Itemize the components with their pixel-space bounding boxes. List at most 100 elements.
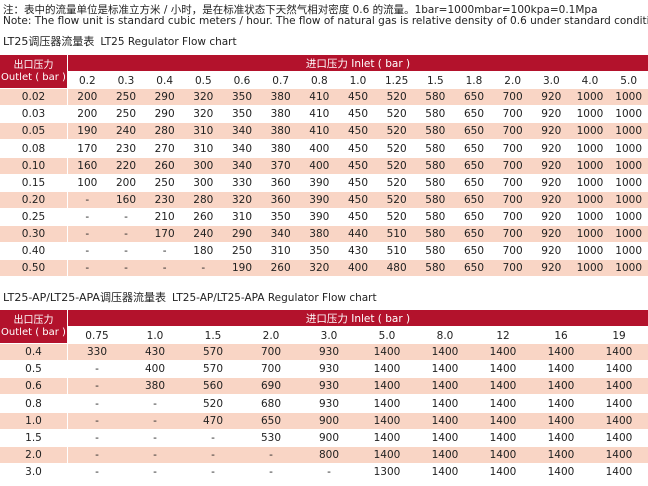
flow-value: -	[327, 465, 331, 478]
flow-value: 190	[77, 125, 98, 138]
row-bg	[68, 412, 648, 429]
flow-value: 580	[425, 142, 446, 155]
flow-value: 1300	[373, 465, 401, 478]
flow-value: 700	[502, 228, 523, 241]
flow-value: 520	[386, 125, 407, 138]
flow-value: 580	[425, 176, 446, 189]
inlet-value: 16	[554, 329, 568, 342]
flow-value: 920	[541, 142, 562, 155]
flow-value: 450	[347, 193, 368, 206]
flow-value: 310	[193, 125, 214, 138]
flow-value: 580	[425, 159, 446, 172]
flow-value: 170	[154, 228, 175, 241]
flow-value: 170	[77, 142, 98, 155]
inlet-value: 8.0	[436, 329, 454, 342]
inlet-value: 0.5	[194, 74, 212, 87]
flow-value: 1400	[431, 431, 459, 444]
outlet-value: 0.6	[0, 378, 67, 395]
flow-value: 160	[77, 159, 98, 172]
flow-value: 1400	[547, 380, 575, 393]
flow-value: 320	[309, 262, 330, 275]
flow-value: 1400	[547, 346, 575, 359]
flow-value: 1400	[431, 448, 459, 461]
flow-value: 190	[231, 262, 252, 275]
flow-value: 1000	[576, 193, 604, 206]
flow-value: 1000	[576, 108, 604, 121]
flow-value: 1400	[547, 431, 575, 444]
flow-value: 180	[193, 245, 214, 258]
flow-value: 430	[144, 346, 166, 359]
flow-value: -	[153, 397, 157, 410]
flow-value: 320	[231, 193, 252, 206]
flow-value: 440	[347, 228, 368, 241]
inlet-value: 19	[612, 329, 626, 342]
note-cn: 注：表中的流量单位是标准立方米 / 小时，是在标准状态下天然气相对密度 0.6 …	[3, 4, 598, 16]
flow-value: -	[95, 431, 99, 444]
flow-value: 300	[193, 159, 214, 172]
flow-value: 650	[463, 159, 484, 172]
outlet-value: 0.40	[21, 245, 46, 258]
flow-value: 650	[463, 108, 484, 121]
flow-value: 250	[115, 91, 136, 104]
row-bg	[68, 378, 648, 395]
outlet-value: 0.25	[21, 210, 46, 223]
flow-value: -	[85, 193, 90, 206]
outlet-value: 1.0	[0, 412, 67, 429]
flow-value: 450	[347, 125, 368, 138]
note-en: Note: The flow unit is standard cubic me…	[3, 15, 648, 27]
flow-value: 700	[502, 193, 523, 206]
flow-value: 1400	[489, 380, 517, 393]
flow-value: 100	[77, 176, 98, 189]
inlet-value: 0.8	[310, 74, 328, 87]
inlet-value: 0.4	[156, 74, 173, 87]
inlet-value: 2.0	[504, 74, 521, 87]
flow-value: 400	[309, 159, 330, 172]
flow-value: 530	[260, 431, 282, 444]
outlet-value: 0.02	[0, 89, 67, 106]
flow-value: 320	[193, 108, 214, 121]
flow-value: 290	[154, 108, 175, 121]
flow-value: 520	[386, 142, 407, 155]
inlet-header: 进口压力 Inlet ( bar )	[68, 310, 648, 327]
flow-value: 310	[270, 245, 291, 258]
flow-value: -	[95, 363, 99, 376]
flow-value: -	[211, 465, 215, 478]
flow-value: 1400	[489, 346, 517, 359]
flow-value: 920	[541, 245, 562, 258]
outlet-value: 0.8	[25, 397, 42, 410]
flow-value: 920	[541, 228, 562, 241]
flow-value: 1400	[431, 380, 459, 393]
row-bg	[68, 89, 648, 106]
flow-value: 1400	[373, 414, 401, 427]
flow-value: 650	[463, 125, 484, 138]
inlet-value: 3.0	[320, 329, 338, 342]
flow-value: 450	[347, 91, 368, 104]
flow-value: 390	[309, 193, 330, 206]
outlet-header: 出口压力 Outlet ( bar )	[0, 55, 67, 89]
flow-value: 230	[154, 193, 175, 206]
inlet-value: 12	[496, 329, 510, 342]
inlet-value: 1.5	[426, 74, 444, 87]
flow-value: 1000	[615, 176, 643, 189]
outlet-header-text: Outlet ( bar )	[1, 71, 66, 83]
inlet-value: 4.0	[581, 74, 599, 87]
outlet-header-text: 出口压力	[13, 314, 54, 326]
flow-value: -	[211, 431, 215, 444]
table-title-en: LT25-AP/LT25-APA Regulator Flow chart	[171, 292, 377, 304]
flow-value: 220	[115, 159, 136, 172]
flow-value: 1400	[489, 397, 517, 410]
flow-value: 700	[502, 125, 523, 138]
flow-value: 1000	[615, 228, 643, 241]
flow-value: 680	[260, 397, 282, 410]
row-bg	[68, 123, 648, 140]
flow-value: 1400	[489, 414, 517, 427]
flow-value: 700	[502, 245, 523, 258]
row-bg	[68, 344, 648, 361]
flow-value: 360	[270, 193, 291, 206]
flow-value: 290	[154, 91, 175, 104]
flow-value: 650	[463, 142, 484, 155]
flow-value: 570	[202, 363, 224, 376]
flow-value: 1000	[615, 159, 643, 172]
outlet-value: 0.10	[0, 157, 67, 174]
